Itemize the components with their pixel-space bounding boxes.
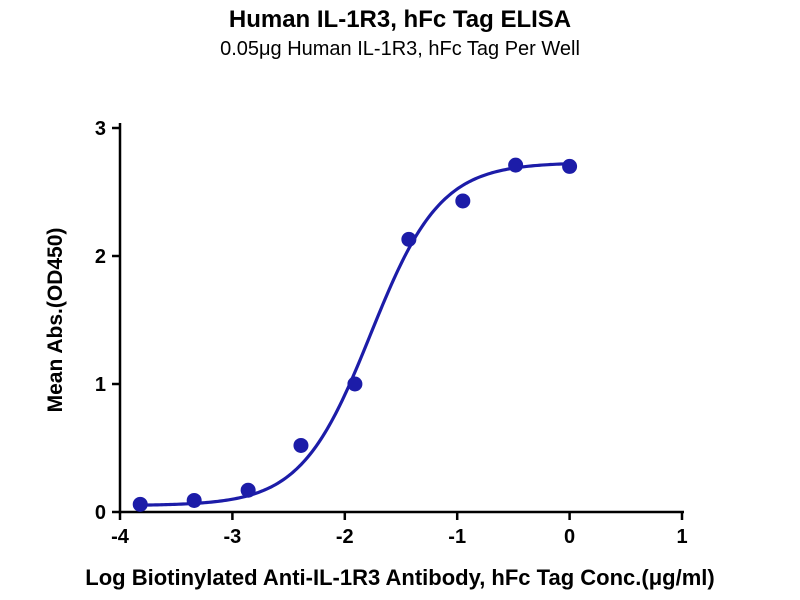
x-tick-label: 0 — [564, 526, 575, 548]
chart-title: Human IL-1R3, hFc Tag ELISA — [229, 6, 571, 33]
y-tick-label: 3 — [95, 118, 106, 140]
data-point — [455, 193, 471, 209]
chart-subtitle: 0.05μg Human IL-1R3, hFc Tag Per Well — [220, 38, 580, 60]
data-point — [132, 496, 148, 512]
sigmoid-curve — [138, 162, 572, 507]
x-tick-label: -1 — [448, 526, 466, 548]
data-point — [562, 158, 578, 174]
fit-curve — [138, 162, 572, 507]
x-tick-label: -4 — [111, 526, 130, 548]
y-tick-label: 1 — [95, 374, 106, 396]
data-point — [401, 231, 417, 247]
x-tick-label: -2 — [336, 526, 354, 548]
data-point — [186, 492, 202, 508]
data-points — [132, 157, 578, 512]
y-tick-label: 2 — [95, 246, 106, 268]
data-point — [347, 376, 363, 392]
data-point — [293, 437, 309, 453]
chart-axes — [112, 123, 684, 520]
y-tick-label: 0 — [95, 502, 106, 524]
x-axis-label: Log Biotinylated Anti-IL-1R3 Antibody, h… — [85, 565, 714, 590]
x-tick-label: -3 — [224, 526, 242, 548]
tick-labels: -4 -3 -2 -1 0 1 0 1 2 3 — [95, 118, 688, 548]
data-point — [508, 157, 524, 173]
y-axis-label: Mean Abs.(OD450) — [44, 228, 67, 413]
x-tick-label: 1 — [676, 526, 687, 548]
data-point — [240, 482, 256, 498]
